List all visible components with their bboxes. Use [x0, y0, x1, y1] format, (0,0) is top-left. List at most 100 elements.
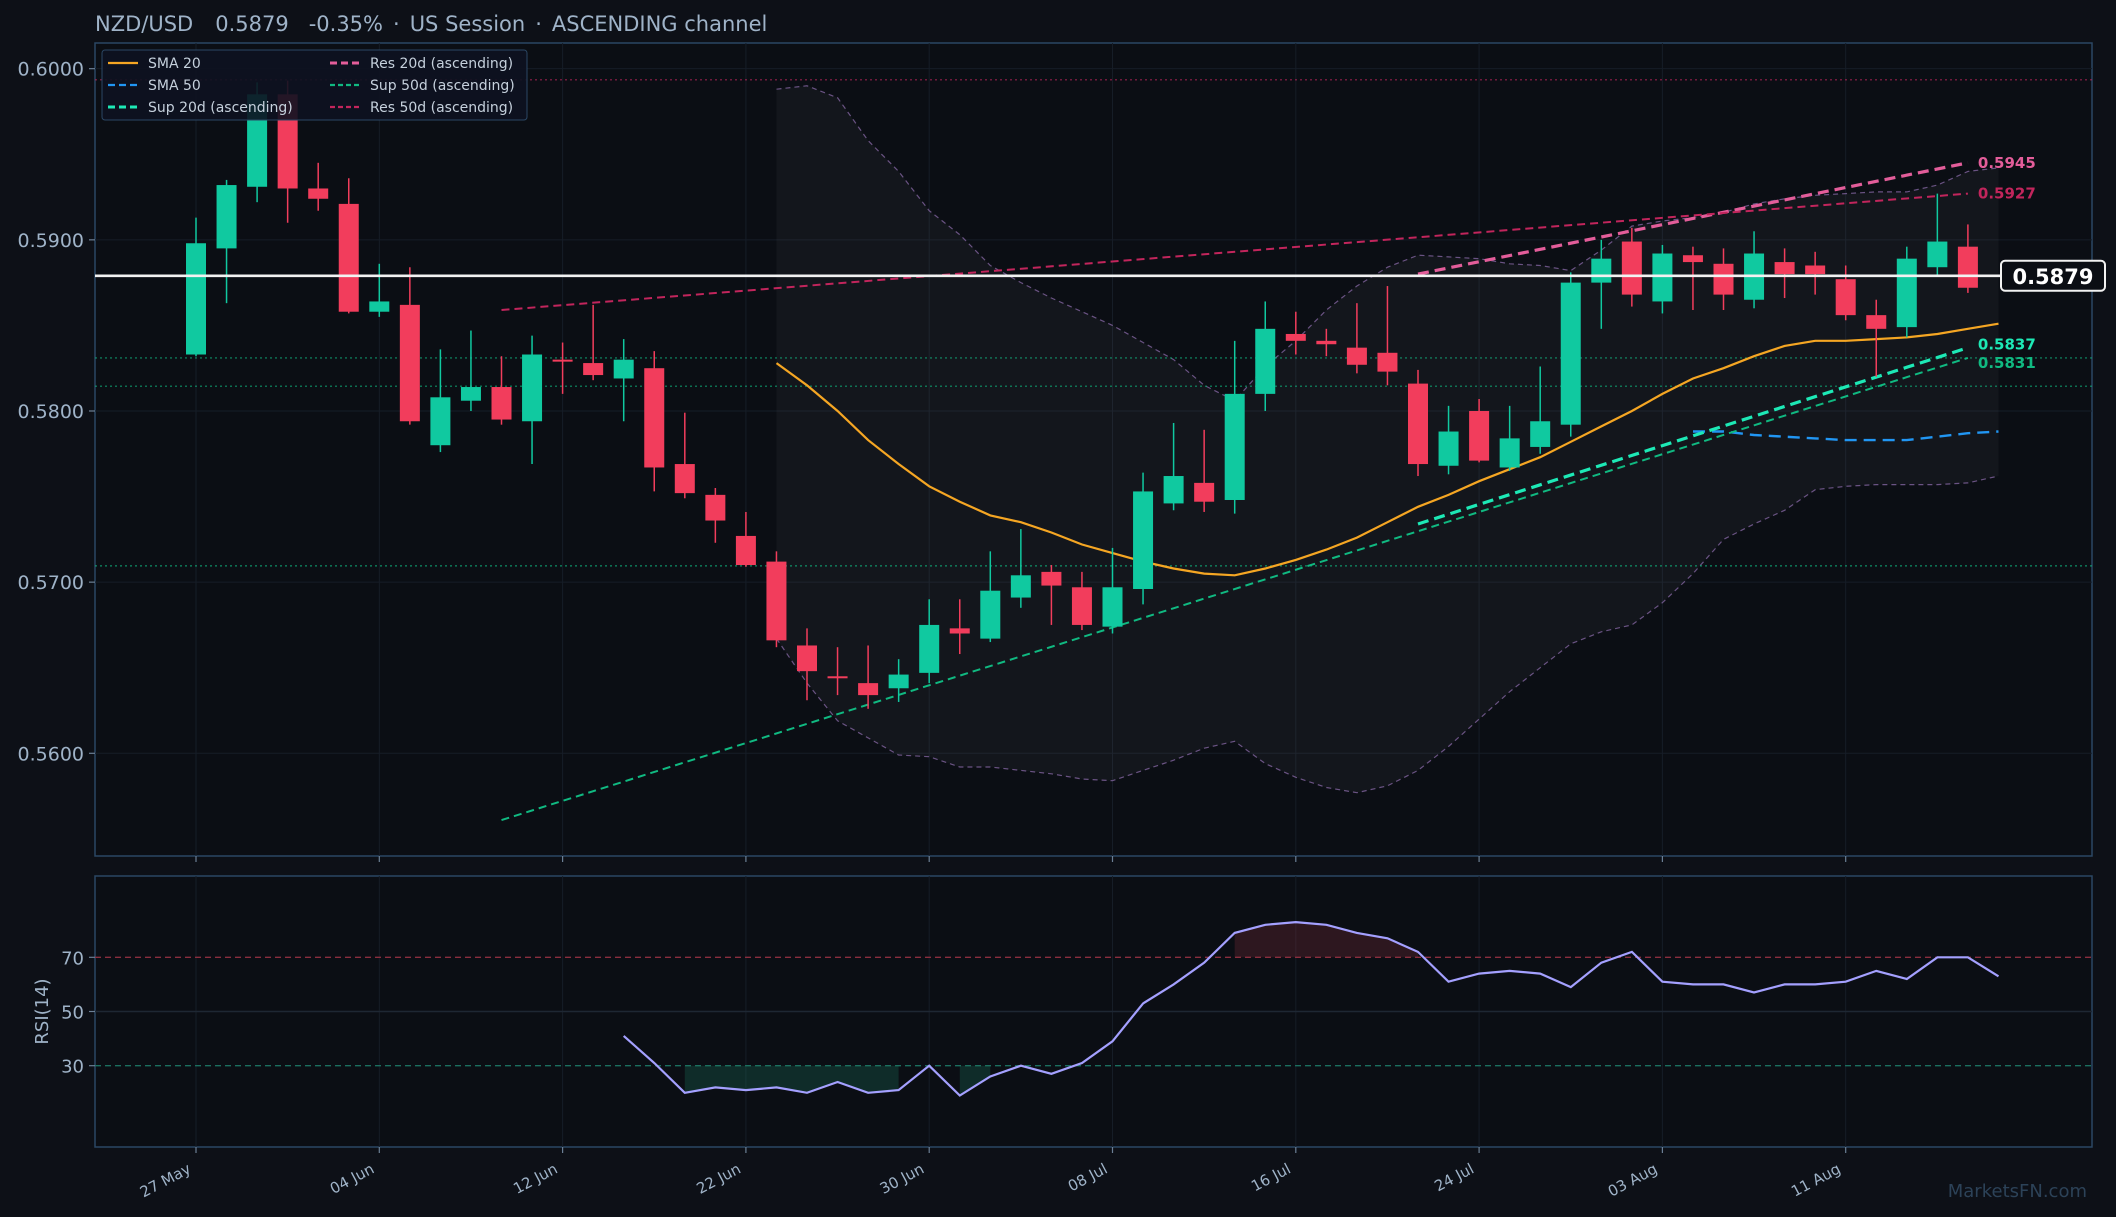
title-separator: · [393, 12, 400, 36]
res20-label: 0.5945 [1978, 154, 2036, 172]
rsi-tick-label: 50 [61, 1003, 84, 1024]
candle [1438, 405, 1459, 475]
title-channel: ASCENDING channel [552, 12, 767, 36]
candle [827, 647, 848, 696]
candle-body [399, 304, 420, 422]
candle-body [1316, 340, 1337, 345]
candle-body [766, 561, 787, 641]
candle-body [1133, 491, 1154, 589]
legend-label: SMA 20 [148, 56, 201, 72]
rsi-line [622, 920, 2000, 1097]
rsi-oversold-fill [959, 1065, 991, 1096]
candle [705, 488, 726, 543]
candle-body [1438, 431, 1459, 466]
candle [491, 356, 512, 425]
rsi-panel: 30 50 70 RSI(14) [32, 875, 2093, 1148]
candle-body [1957, 246, 1978, 288]
candle [338, 178, 359, 314]
sup50-line [501, 356, 1969, 822]
candle [1194, 429, 1215, 512]
current-price-tag [2000, 259, 2106, 292]
candle [1896, 246, 1917, 338]
rsi-oversold-fill [684, 1065, 899, 1093]
candle-body [1071, 587, 1092, 625]
candle-body [491, 387, 512, 420]
legend: SMA 20 Res 20d (ascending) SMA 50 Sup 50d (… [101, 49, 528, 121]
candle [583, 304, 604, 381]
candle [1224, 340, 1245, 514]
legend-label: SMA 50 [148, 78, 201, 94]
bollinger-upper [776, 85, 1999, 402]
candle-body [919, 624, 940, 673]
y-tick-label: 0.5900 [18, 230, 84, 252]
candle-body [1010, 575, 1031, 598]
title-separator: · [535, 12, 542, 36]
y-tick-label: 0.5700 [18, 572, 84, 594]
rsi-axis-label: RSI(14) [32, 978, 53, 1044]
candle-body [644, 368, 665, 468]
res50-label: 0.5927 [1978, 185, 2036, 203]
rsi-overbought-fill [1234, 922, 1418, 958]
title-symbol: NZD/USD [95, 12, 193, 36]
candle [949, 599, 970, 655]
candle-body [552, 359, 573, 362]
candle [980, 551, 1001, 643]
candle-body [369, 301, 390, 312]
price-axis: 0.5600 0.5700 0.5800 0.5900 0.6000 [18, 59, 95, 765]
candle-body [1530, 421, 1551, 447]
candle [1927, 193, 1948, 276]
sup20-line [1417, 346, 1969, 526]
candle-body [858, 683, 879, 696]
candle [735, 511, 756, 567]
title-price: 0.5879 [215, 12, 288, 36]
candle-body [186, 243, 206, 355]
candle-body [460, 387, 481, 401]
sma50-line [1693, 430, 1999, 442]
res20-line [1417, 161, 1969, 276]
candle-body [980, 590, 1001, 639]
candle-body [1835, 279, 1856, 316]
chart-title: NZD/USD 0.5879 -0.35% · US Session · ASCENDING… [95, 12, 767, 36]
candle [1041, 565, 1062, 625]
candle [1774, 248, 1795, 299]
candle-body [1774, 262, 1795, 275]
title-change: -0.35% [309, 12, 383, 36]
candle [613, 339, 634, 422]
candle-body [705, 494, 726, 521]
candle [1010, 529, 1031, 608]
candle-body [888, 674, 909, 689]
candle [1346, 303, 1367, 374]
legend-box [101, 49, 528, 121]
candle [1163, 422, 1184, 511]
sup20-label: 0.5837 [1978, 336, 2036, 354]
candle-body [1713, 263, 1734, 295]
sma20-line [775, 322, 1999, 577]
current-price-label: 0.5879 [2012, 265, 2093, 289]
candle-body [1285, 333, 1306, 341]
candle [644, 351, 665, 492]
candle [1285, 311, 1306, 355]
candle-body [1408, 383, 1428, 465]
candle-body [674, 464, 695, 494]
candle-body [1927, 241, 1948, 268]
candle-body [583, 363, 604, 376]
candle [1713, 248, 1734, 311]
legend-label: Sup 20d (ascending) [148, 100, 293, 116]
candle-body [949, 628, 970, 634]
candle-body [1469, 410, 1490, 461]
candle-body [1041, 571, 1062, 586]
candle [460, 330, 481, 411]
candle [430, 349, 451, 453]
candle [369, 263, 390, 317]
candle [1102, 547, 1123, 634]
candle-body [1652, 253, 1673, 302]
candle [1255, 301, 1276, 411]
rsi-tick-label: 30 [61, 1057, 84, 1078]
y-tick-label: 0.6000 [18, 59, 84, 81]
legend-label: Res 20d (ascending) [370, 56, 513, 72]
candle-body [1377, 352, 1398, 372]
y-tick-label: 0.5600 [18, 743, 84, 765]
candle [919, 599, 940, 684]
candle [858, 645, 879, 709]
